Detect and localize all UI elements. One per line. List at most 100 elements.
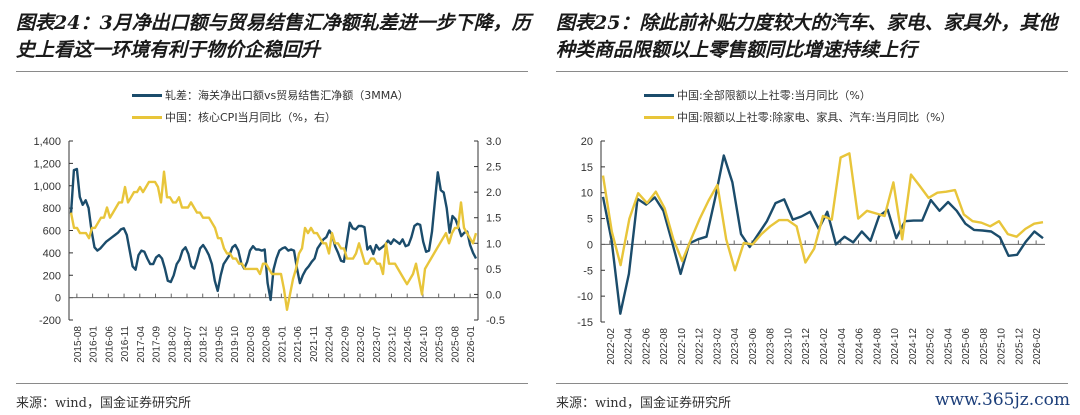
x-tick-label: 2022-02 [606, 328, 617, 365]
series-line-ex [601, 152, 1044, 272]
y-tick-label: -10 [577, 291, 593, 303]
x-tick-label: 2021-11 [309, 326, 320, 362]
x-tick-label: 2025-12 [1014, 328, 1025, 365]
y-tick-label: 1,200 [33, 158, 61, 170]
source-note-left: 来源：wind，国金证券研究所 [16, 396, 191, 411]
series-line-cpi [69, 170, 478, 311]
x-tick-label: 2023-06 [748, 328, 759, 365]
x-tick-label: 2023-08 [766, 328, 777, 365]
y2-tick-label: 3.0 [486, 136, 501, 148]
x-tick-label: 2023-02 [356, 326, 367, 363]
x-tick-label: 2021-06 [293, 326, 304, 363]
y-tick-label: 1,000 [33, 181, 61, 193]
chart-title-left: 图表24：3月净出口额与贸易结售汇净额轧差进一步下降，历史上看这一环境有利于物价… [16, 12, 531, 61]
y-tick-label: 0 [55, 293, 61, 305]
x-tick-label: 2024-10 [890, 328, 901, 365]
x-tick-label: 2016-06 [104, 326, 115, 363]
x-tick-label: 2026-01 [466, 326, 477, 363]
legend-item-cpi: 中国：核心CPI当月同比（%，右） [132, 106, 409, 128]
x-tick-label: 2017-04 [136, 326, 147, 363]
source-divider-left [16, 383, 528, 384]
x-tick-label: 2023-04 [730, 328, 741, 365]
y2-tick-label: 2.0 [486, 187, 501, 199]
x-tick-label: 2024-04 [837, 328, 848, 365]
legend-label-cpi: 中国：核心CPI当月同比（%，右） [165, 111, 337, 124]
x-tick-label: 2023-12 [387, 326, 398, 363]
y-tick-label: -5 [583, 265, 593, 277]
y-tick-label: 10 [581, 188, 593, 200]
x-tick-label: 2022-09 [340, 326, 351, 363]
series-line-spread [69, 167, 478, 302]
x-tick-label: 2024-05 [403, 326, 414, 363]
x-tick-label: 2024-10 [419, 326, 430, 363]
x-tick-label: 2025-10 [997, 328, 1008, 365]
legend-swatch-spread [132, 93, 162, 97]
source-divider-right [556, 383, 1068, 384]
x-tick-label: 2023-10 [783, 328, 794, 365]
y-tick-label: -15 [577, 317, 593, 329]
y-tick-label: -200 [39, 315, 61, 327]
y2-tick-label: 0.0 [486, 289, 501, 301]
x-tick-label: 2025-03 [435, 326, 446, 363]
x-tick-label: 2020-03 [246, 326, 257, 363]
chart-right-plot: -15 -10 -5 0 5 10 15 20 2022-02 2022-04 2022-06 202… [577, 136, 1045, 365]
y2-tick-label: 2.5 [486, 162, 501, 174]
chart-left-plot: -200 0 200 400 600 800 1,000 1,200 1,400 -0.5 0.0 0… [33, 136, 505, 363]
legend-label-total: 中国:全部限额以上社零:当月同比（%） [677, 89, 871, 102]
x-tick-label: 2016-01 [89, 326, 100, 363]
x-tick-label: 2018-12 [199, 326, 210, 363]
x-tick-label: 2018-02 [167, 326, 178, 363]
legend-label-ex: 中国:限额以上社零:除家电、家具、汽车:当月同比（%） [677, 111, 952, 124]
y-tick-label: 800 [43, 203, 61, 215]
y-tick-label: 600 [43, 226, 61, 238]
legend-swatch-ex [644, 115, 674, 119]
x-tick-label: 2019-05 [214, 326, 225, 363]
x-tick-label: 2021-01 [277, 326, 288, 363]
x-tick-label: 2022-12 [695, 328, 706, 365]
x-tick-label: 2024-12 [908, 328, 919, 365]
x-tick-label: 2022-06 [641, 328, 652, 365]
legend-left: 轧差：海关净出口额vs贸易结售汇净额（3MMA） 中国：核心CPI当月同比（%，… [132, 84, 409, 128]
y-tick-label: 20 [581, 136, 593, 148]
x-tick-label: 2024-06 [855, 328, 866, 365]
x-tick-label: 2017-09 [152, 326, 163, 363]
y-tick-label: 0 [587, 239, 593, 251]
y2-tick-label: 1.5 [486, 213, 501, 225]
y2-tick-label: 1.0 [486, 238, 501, 250]
x-tick-label: 2025-06 [961, 328, 972, 365]
title-divider-right [556, 71, 1068, 72]
y-tick-label: 1,400 [33, 136, 61, 148]
x-tick-label: 2016-11 [120, 326, 131, 362]
legend-swatch-cpi [132, 115, 162, 119]
title-divider-left [16, 71, 528, 72]
x-tick-label: 2022-04 [325, 326, 336, 363]
y-tick-label: 400 [43, 248, 61, 260]
x-tick-label: 2024-08 [872, 328, 883, 365]
x-tick-label: 2015-08 [73, 326, 84, 363]
source-note-right: 来源：wind，国金证券研究所 [556, 396, 731, 411]
legend-item-spread: 轧差：海关净出口额vs贸易结售汇净额（3MMA） [132, 84, 409, 106]
x-tick-label: 2022-10 [677, 328, 688, 365]
legend-item-total: 中国:全部限额以上社零:当月同比（%） [644, 84, 952, 106]
x-tick-label: 2019-10 [230, 326, 241, 363]
y2-tick-label: -0.5 [486, 315, 505, 327]
x-tick-label: 2025-08 [979, 328, 990, 365]
chart-panel-right: 图表25：除此前补贴力度较大的汽车、家电、家具外，其他种类商品限额以上零售额同比… [548, 0, 1078, 415]
chart-panel-left: 图表24：3月净出口额与贸易结售汇净额轧差进一步下降，历史上看这一环境有利于物价… [8, 0, 538, 415]
x-tick-label: 2018-07 [183, 326, 194, 363]
x-tick-label: 2023-12 [801, 328, 812, 365]
series-line-total [601, 154, 1044, 315]
x-tick-label: 2023-02 [712, 328, 723, 365]
watermark: www.365jz.com [935, 390, 1070, 410]
legend-label-spread: 轧差：海关净出口额vs贸易结售汇净额（3MMA） [165, 89, 409, 102]
y2-tick-label: 0.5 [486, 264, 501, 276]
x-tick-label: 2025-08 [450, 326, 461, 363]
x-tick-label: 2024-02 [819, 328, 830, 365]
x-tick-label: 2025-02 [926, 328, 937, 365]
x-tick-label: 2025-04 [943, 328, 954, 365]
x-tick-label: 2022-08 [659, 328, 670, 365]
legend-right: 中国:全部限额以上社零:当月同比（%） 中国:限额以上社零:除家电、家具、汽车:… [644, 84, 952, 128]
legend-item-ex: 中国:限额以上社零:除家电、家具、汽车:当月同比（%） [644, 106, 952, 128]
x-tick-label: 2020-08 [262, 326, 273, 363]
